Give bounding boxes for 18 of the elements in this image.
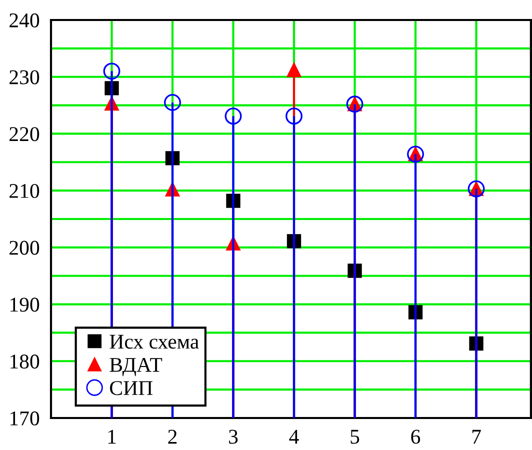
legend-label: СИП — [110, 381, 153, 396]
y-tick-label: 200 — [10, 240, 40, 255]
x-tick-label: 1 — [108, 430, 116, 444]
y-tick-label: 230 — [10, 70, 40, 84]
x-tick-label: 2 — [168, 430, 177, 444]
y-tick-label: 170 — [10, 411, 40, 426]
x-tick-label: 5 — [350, 430, 360, 444]
x-tick-label: 6 — [411, 430, 420, 444]
x-tick-label: 3 — [229, 430, 238, 444]
y-tick-label: 240 — [10, 13, 40, 28]
y-tick-label: 190 — [10, 298, 40, 312]
y-tick-label: 220 — [10, 127, 40, 142]
legend-label: Исх схема — [110, 334, 199, 349]
x-tick-label: 4 — [289, 430, 299, 444]
y-tick-label: 210 — [10, 184, 40, 198]
y-tick-label: 180 — [10, 354, 40, 369]
legend-label: ВДАТ — [110, 358, 162, 376]
x-tick-label: 7 — [472, 430, 481, 444]
